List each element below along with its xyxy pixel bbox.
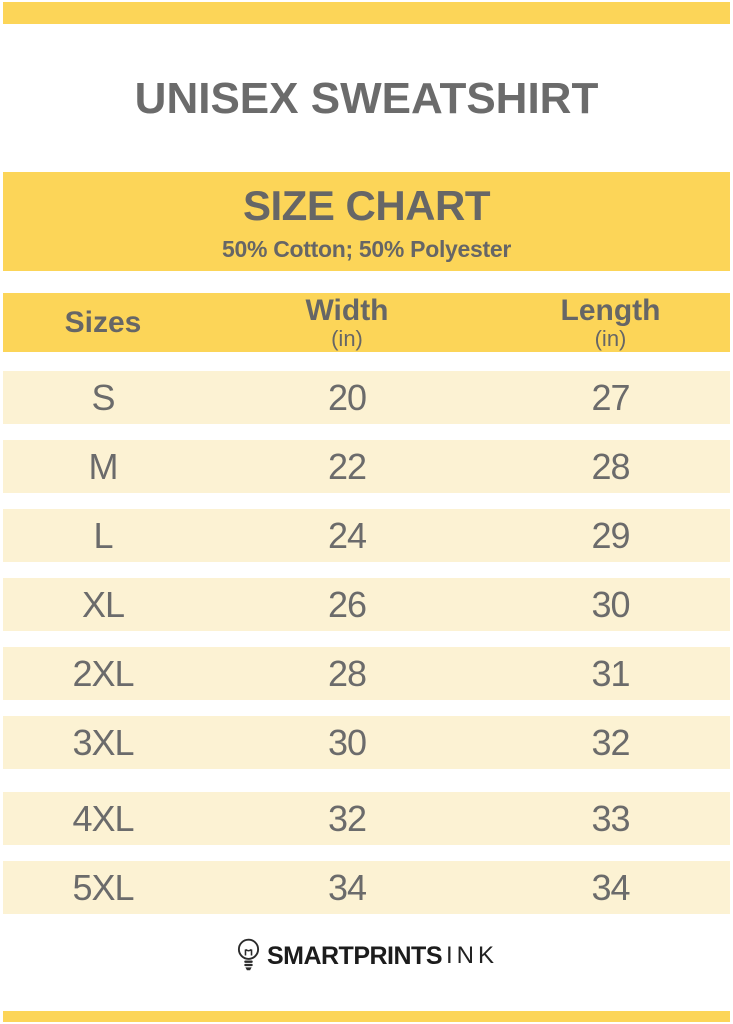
cell-width: 20	[327, 376, 367, 418]
column-label: Length	[560, 293, 661, 327]
cell-length: 30	[591, 583, 630, 625]
size-chart-title: SIZE CHART	[243, 182, 491, 229]
cell-size: M	[88, 445, 119, 487]
lightbulb-icon	[237, 938, 260, 971]
cell-width: 26	[327, 583, 367, 625]
column-unit: (in)	[594, 325, 627, 351]
table-row: 3XL 30 32	[3, 716, 730, 769]
cell-width: 34	[327, 866, 367, 908]
size-chart-banner: SIZE CHART 50% Cotton; 50% Polyester	[3, 172, 730, 271]
cell-width: 22	[327, 445, 367, 487]
cell-size: 5XL	[72, 866, 134, 908]
top-accent-bar	[3, 2, 730, 24]
table-row: M 22 28	[3, 440, 730, 493]
table-row: XL 26 30	[3, 578, 730, 631]
column-header-width: Width (in)	[203, 293, 491, 352]
cell-length: 32	[591, 721, 630, 763]
cell-length: 31	[591, 652, 630, 694]
cell-size: 3XL	[72, 721, 134, 763]
cell-length: 33	[591, 797, 630, 839]
cell-length: 29	[591, 514, 630, 556]
cell-length: 27	[591, 376, 630, 418]
cell-size: 2XL	[72, 652, 134, 694]
table-row: 4XL 32 33	[3, 792, 730, 845]
cell-width: 32	[327, 797, 367, 839]
cell-width: 30	[327, 721, 367, 763]
product-title: UNISEX SWEATSHIRT	[134, 74, 599, 123]
cell-length: 28	[591, 445, 630, 487]
cell-size: XL	[81, 583, 125, 625]
bottom-accent-bar	[3, 1011, 730, 1022]
size-table-body: S 20 27 M 22 28 L 24 29 XL 26 30 2XL 28 31 3XL 30 32 4XL 32…	[0, 371, 733, 914]
table-row: L 24 29	[3, 509, 730, 562]
column-label: Sizes	[64, 305, 142, 339]
cell-width: 24	[327, 514, 367, 556]
brand-logo: SMARTPRINTS INK	[0, 935, 733, 977]
column-unit: (in)	[331, 325, 363, 351]
table-header-row: Sizes Width (in) Length (in)	[3, 293, 730, 352]
table-row: S 20 27	[3, 371, 730, 424]
fabric-subtitle: 50% Cotton; 50% Polyester	[221, 236, 512, 262]
cell-width: 28	[327, 652, 367, 694]
column-label: Width	[305, 293, 389, 327]
cell-size: S	[91, 376, 115, 418]
cell-length: 34	[591, 866, 630, 908]
column-header-sizes: Sizes	[3, 293, 203, 352]
table-row: 5XL 34 34	[3, 861, 730, 914]
cell-size: 4XL	[72, 797, 134, 839]
column-header-length: Length (in)	[491, 293, 730, 352]
brand-name-secondary: INK	[446, 942, 499, 969]
table-row: 2XL 28 31	[3, 647, 730, 700]
cell-size: L	[93, 514, 113, 556]
brand-name-primary: SMARTPRINTS	[266, 941, 443, 970]
